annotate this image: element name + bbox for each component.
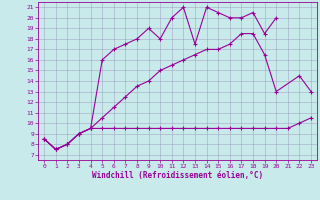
- X-axis label: Windchill (Refroidissement éolien,°C): Windchill (Refroidissement éolien,°C): [92, 171, 263, 180]
